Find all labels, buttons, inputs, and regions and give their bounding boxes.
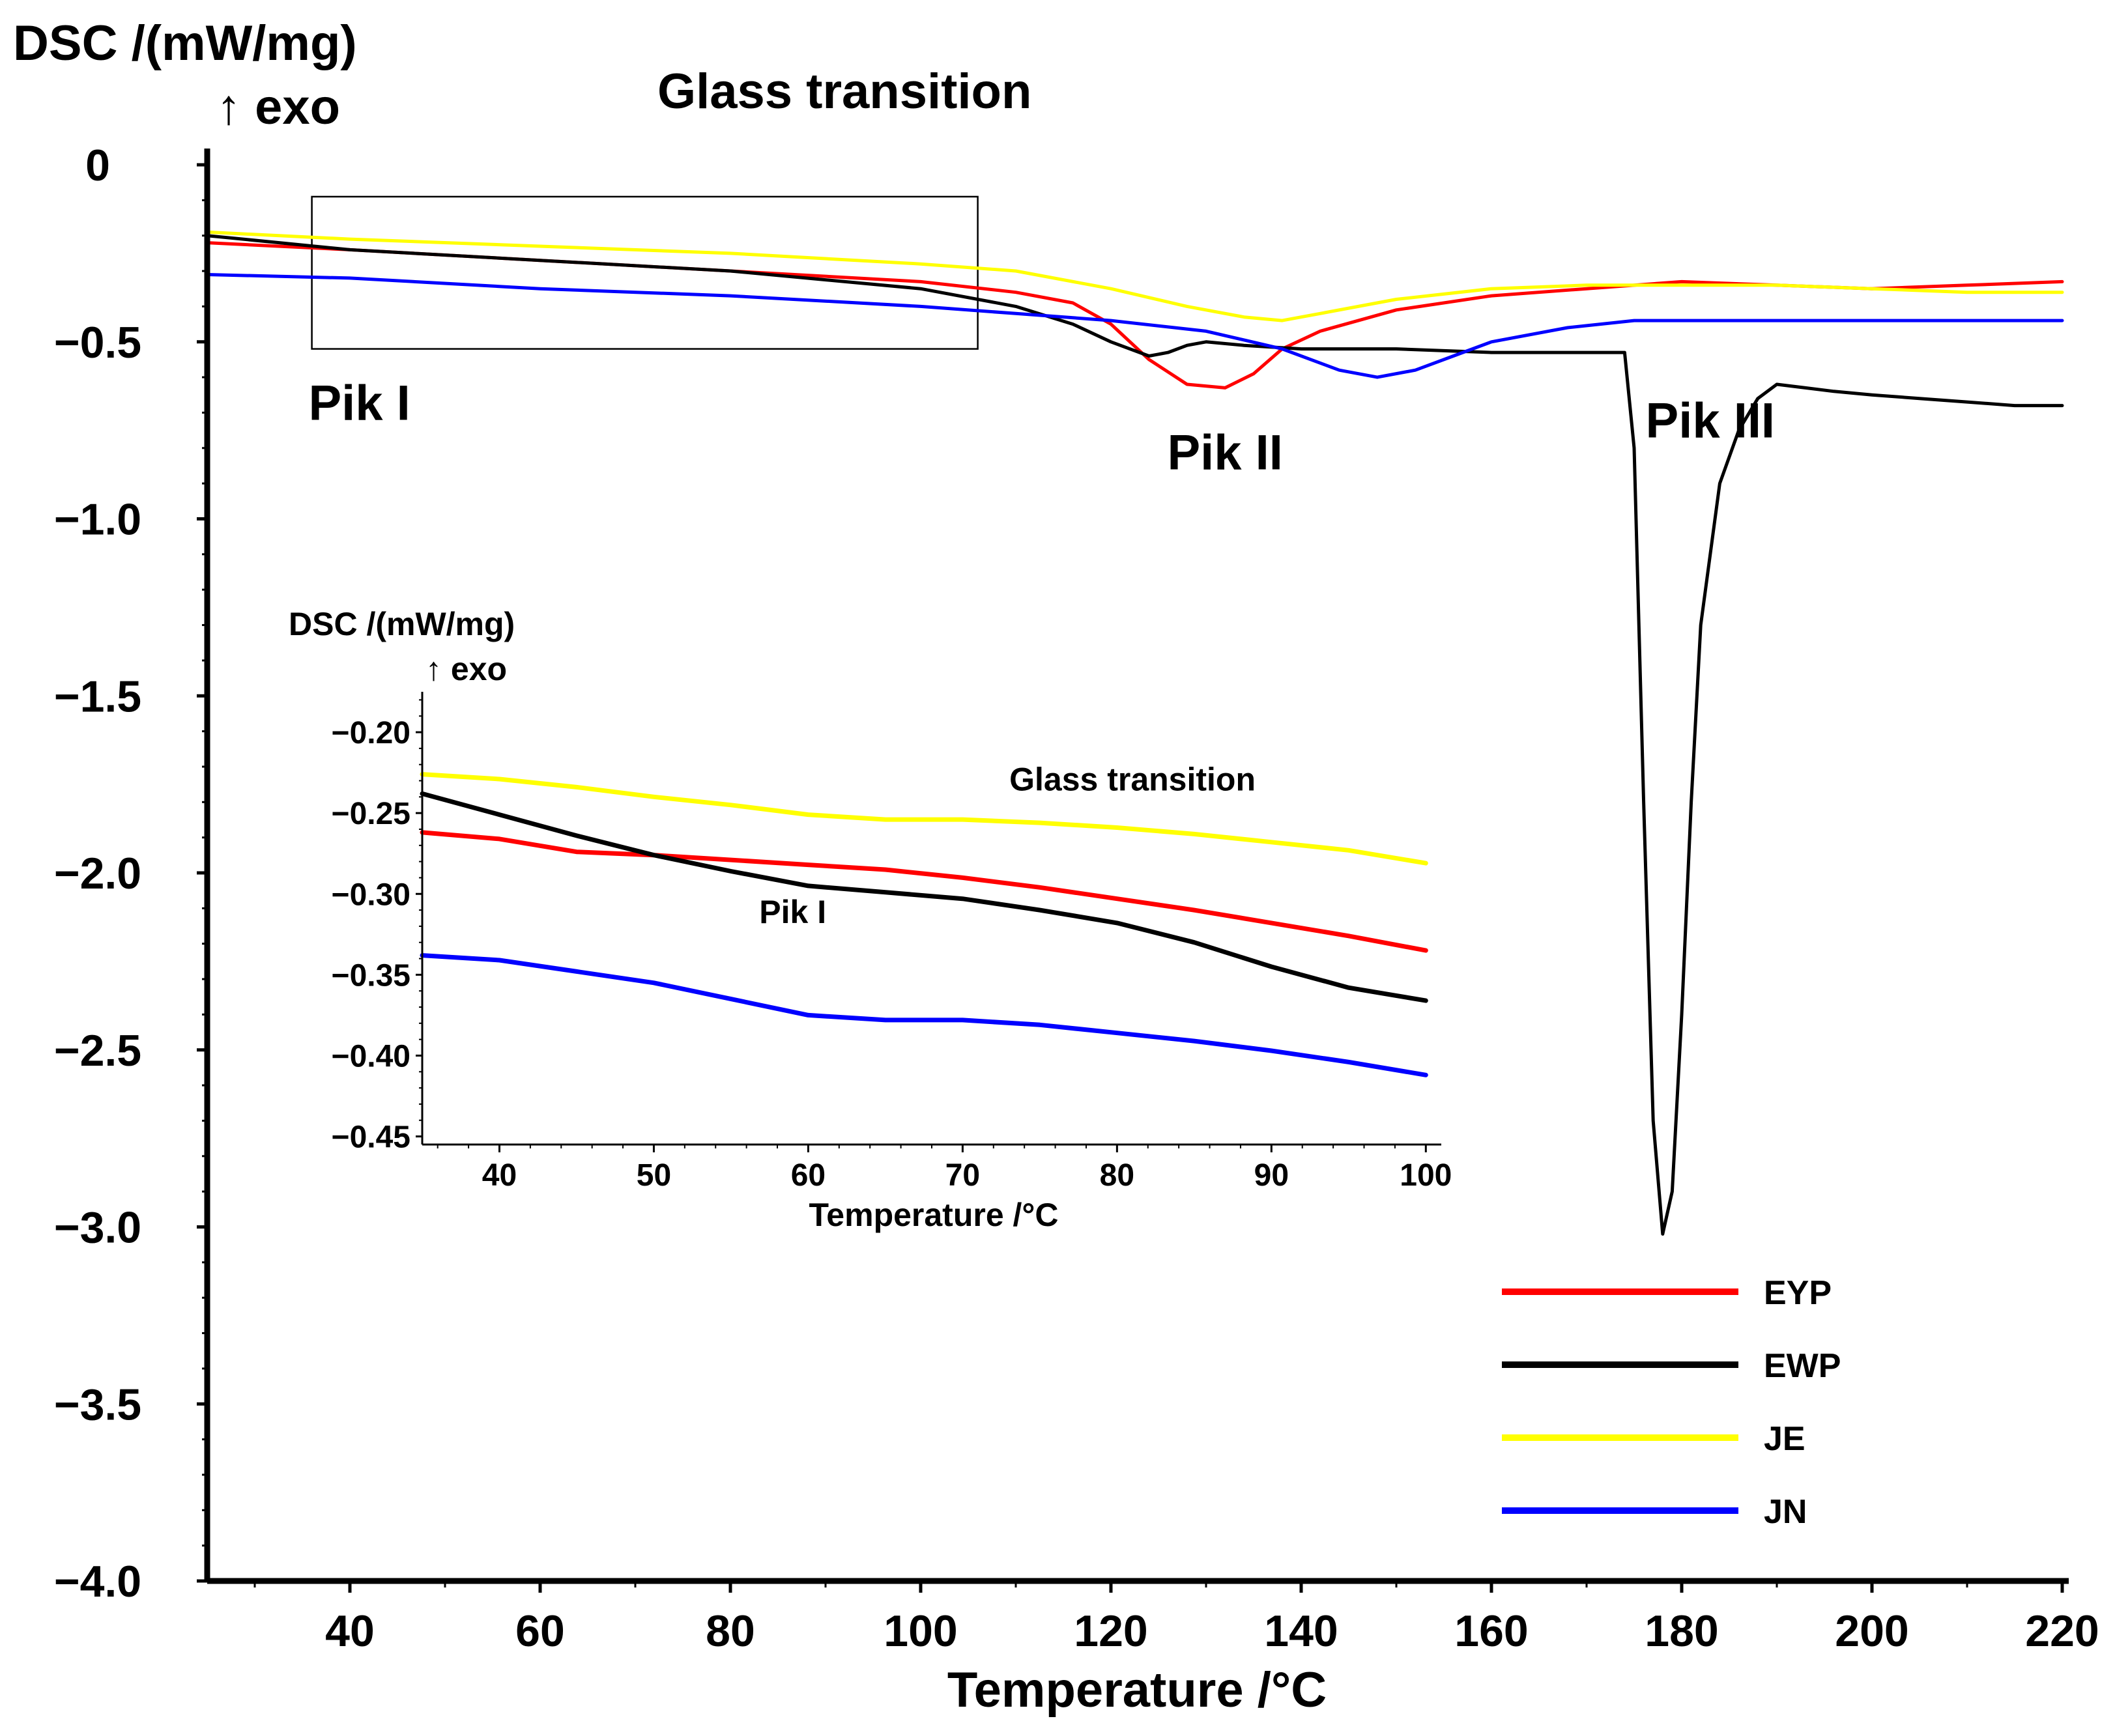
- inset-xlabel: Temperature /°C: [809, 1197, 1058, 1233]
- legend-label-jn: JN: [1764, 1493, 1807, 1531]
- inset-axes: [416, 692, 1441, 1152]
- main-xtick-label: 200: [1835, 1606, 1908, 1656]
- main-xtick-label: 220: [2025, 1606, 2099, 1656]
- inset-xtick-label: 50: [637, 1158, 671, 1193]
- inset-series-eyp: [420, 830, 1428, 953]
- legend-label-je: JE: [1764, 1420, 1806, 1458]
- inset-series-jn: [420, 953, 1428, 1077]
- main-ytick-label: 0: [85, 141, 110, 190]
- main-series-ewp: [205, 234, 2064, 1236]
- inset-ylabel: DSC /(mW/mg): [289, 606, 515, 642]
- inset-series-je: [420, 772, 1428, 866]
- legend-label-ewp: EWP: [1764, 1347, 1841, 1385]
- annotation-glass-transition: Glass transition: [657, 64, 1031, 119]
- inset-ytick-label: −0.20: [332, 716, 410, 750]
- main-ytick-label: −4.0: [54, 1557, 141, 1606]
- annotation-pik-ii: Pik II: [1167, 425, 1282, 480]
- inset-ytick-label: −0.25: [332, 797, 410, 831]
- main-xlabel: Temperature /°C: [947, 1662, 1327, 1718]
- main-ytick-label: −1.5: [54, 672, 141, 721]
- main-xtick-label: 160: [1454, 1606, 1528, 1656]
- main-xtick-label: 100: [884, 1606, 957, 1656]
- main-series-group: [205, 230, 2064, 1236]
- legend-label-eyp: EYP: [1764, 1274, 1832, 1312]
- inset-tick-labels: −0.20 −0.25 −0.30 −0.35 −0.40 −0.45 40 50 60 70 80…: [332, 716, 1452, 1193]
- main-ytick-label: −2.0: [54, 849, 141, 898]
- inset-ytick-label: −0.45: [332, 1120, 410, 1155]
- main-ytick-label: −3.5: [54, 1380, 141, 1429]
- main-annotations: Glass transition Pik I Pik II Pik III: [308, 64, 1775, 480]
- inset-series-group: [420, 772, 1428, 1077]
- main-axes: [197, 149, 2069, 1593]
- inset-xtick-label: 60: [791, 1158, 826, 1193]
- inset-ytick-label: −0.30: [332, 877, 410, 912]
- main-ylabel: DSC /(mW/mg): [13, 16, 357, 71]
- inset-annotation-pik-i: Pik I: [759, 894, 826, 930]
- inset-ytick-label: −0.35: [332, 958, 410, 993]
- annotation-pik-iii: Pik III: [1646, 393, 1776, 448]
- inset-xtick-label: 80: [1100, 1158, 1134, 1193]
- inset-ylabel-exo: ↑ exo: [425, 651, 507, 687]
- main-ytick-label: −1.0: [54, 495, 141, 545]
- main-xtick-label: 60: [515, 1606, 565, 1656]
- main-xtick-label: 120: [1074, 1606, 1147, 1656]
- legend: EYP EWP JE JN: [1502, 1274, 1841, 1531]
- main-xtick-label: 180: [1645, 1606, 1718, 1656]
- inset-xtick-label: 70: [945, 1158, 980, 1193]
- inset-xtick-label: 100: [1400, 1158, 1452, 1193]
- inset-ytick-label: −0.40: [332, 1039, 410, 1074]
- main-xtick-label: 40: [325, 1606, 375, 1656]
- inset-annotation-glass-transition: Glass transition: [1009, 761, 1256, 797]
- main-tick-labels: 0 −0.5 −1.0 −1.5 −2.0 −2.5 −3.0 −3.5 −4.0 40 60 80 1…: [54, 141, 2099, 1656]
- inset-annotations: Glass transition Pik I: [759, 761, 1256, 930]
- zoom-highlight-box: [311, 195, 979, 350]
- main-ytick-label: −3.0: [54, 1203, 141, 1253]
- main-series-jn: [205, 273, 2064, 379]
- main-ytick-label: −2.5: [54, 1026, 141, 1075]
- main-series-je: [205, 230, 2064, 322]
- main-ytick-label: −0.5: [54, 318, 141, 367]
- inset-xtick-label: 90: [1254, 1158, 1289, 1193]
- annotation-pik-i: Pik I: [308, 375, 410, 431]
- main-ylabel-exo: ↑ exo: [216, 79, 340, 135]
- main-xtick-label: 80: [706, 1606, 755, 1656]
- inset-xtick-label: 40: [482, 1158, 517, 1193]
- main-xtick-label: 140: [1264, 1606, 1338, 1656]
- pik-i-zoom-box: [311, 195, 979, 350]
- main-series-eyp: [205, 241, 2064, 390]
- inset-series-ewp: [420, 791, 1428, 1003]
